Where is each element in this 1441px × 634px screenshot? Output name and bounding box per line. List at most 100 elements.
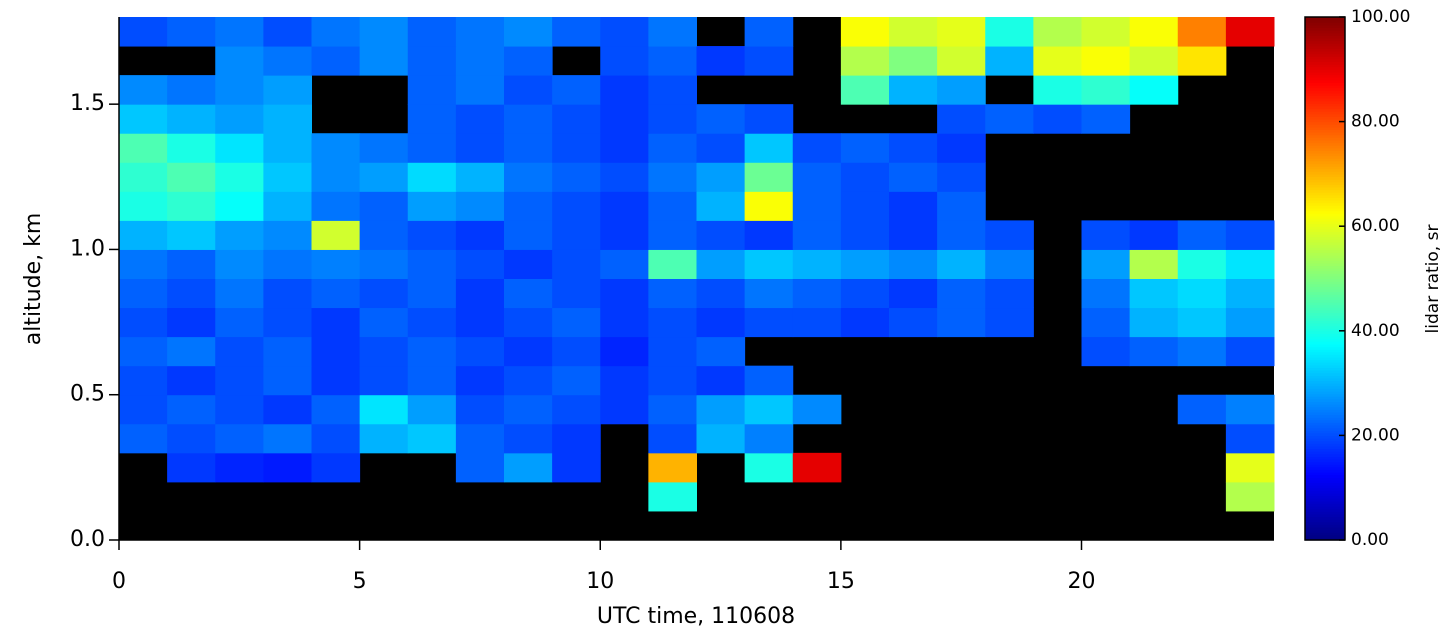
colorbar-swatch [1305,77,1345,81]
colorbar-swatch [1305,461,1345,465]
colorbar-swatch [1305,341,1345,345]
colorbar-swatch [1305,132,1345,136]
colorbar-swatch [1305,239,1345,243]
colorbar-swatch [1305,273,1345,277]
heatmap-cell [263,278,312,309]
heatmap-cell [455,162,505,192]
y-axis-label: altitude, km [21,213,46,346]
heatmap-cell [648,133,697,163]
heatmap-cell [600,394,649,425]
colorbar-swatch [1305,100,1345,104]
colorbar-swatch [1305,48,1345,52]
colorbar-swatch [1305,534,1345,538]
colorbar-swatch [1305,367,1345,371]
colorbar-swatch [1305,317,1345,321]
colorbar-swatch [1305,430,1345,434]
colorbar-swatch [1305,192,1345,196]
heatmap-cell [937,278,986,309]
colorbar-swatch [1305,445,1345,450]
heatmap-cell [840,278,890,309]
colorbar-swatch [1305,145,1345,149]
colorbar-swatch [1305,291,1345,295]
heatmap-cell [455,307,505,338]
heatmap-cell [889,162,938,192]
x-tick-label: 5 [353,569,367,594]
colorbar-swatch [1305,354,1345,358]
colorbar-swatch [1305,472,1345,476]
heatmap-cell [167,423,216,454]
colorbar-swatch [1305,302,1345,306]
heatmap-cell [840,46,890,76]
heatmap-cell [504,162,553,192]
heatmap-cell [1081,278,1131,309]
heatmap-cell [263,365,312,396]
heatmap-cell [167,220,216,250]
heatmap-cell [407,394,457,425]
colorbar-swatch [1305,168,1345,172]
heatmap-cell [744,249,794,279]
heatmap-cell [167,17,216,47]
colorbar-swatch [1305,223,1345,227]
colorbar-swatch [1305,226,1345,230]
colorbar-tick-label: 20.00 [1351,425,1400,445]
heatmap-cell [407,104,457,134]
heatmap-cell [167,307,216,338]
y-tick-label: 0.5 [70,382,105,407]
colorbar-swatch [1305,215,1345,219]
heatmap-cell [985,17,1034,47]
colorbar-swatch [1305,458,1345,463]
heatmap-cell [600,220,649,250]
heatmap-cell [600,104,649,134]
heatmap-cell [600,249,649,279]
heatmap-cell [1177,220,1227,250]
colorbar-tick-label: 0.00 [1351,530,1389,550]
heatmap-cell [600,133,649,163]
colorbar-swatch [1305,213,1345,217]
heatmap-cell [648,423,697,454]
colorbar-swatch [1305,388,1345,392]
heatmap-cell [1177,307,1227,338]
heatmap-cell [407,307,457,338]
colorbar-swatch [1305,173,1345,178]
heatmap-cell [455,365,505,396]
heatmap-cell [1225,278,1275,309]
colorbar-swatch [1305,500,1345,504]
heatmap-cell [744,46,794,76]
heatmap-cell [1177,46,1227,76]
heatmap-cell [311,162,361,192]
colorbar-swatch [1305,171,1345,175]
colorbar-swatch [1305,383,1345,387]
heatmap-cell [696,307,746,338]
colorbar-swatch [1305,440,1345,444]
colorbar-swatch [1305,320,1345,324]
heatmap-cell [119,75,168,105]
heatmap-cell [119,220,168,250]
heatmap-cell [1081,249,1131,279]
heatmap-cell [1177,17,1227,47]
colorbar-swatch [1305,325,1345,329]
colorbar-swatch [1305,377,1345,382]
x-tick-label: 10 [586,569,614,594]
heatmap-cell [696,191,746,221]
heatmap-cell [504,278,553,309]
colorbar-swatch [1305,288,1345,293]
colorbar-swatch [1305,69,1345,73]
heatmap-cell [744,17,794,47]
heatmap-cell [311,46,361,76]
heatmap-cell [1129,17,1179,47]
heatmap-cell [889,191,938,221]
colorbar-swatch [1305,24,1345,29]
heatmap-cell [119,365,168,396]
heatmap-cell [696,46,746,76]
colorbar-swatch [1305,98,1345,102]
colorbar-swatch [1305,218,1345,222]
heatmap-cell [119,133,168,163]
heatmap-cell [552,452,601,483]
heatmap-cell [119,104,168,134]
colorbar-swatch [1305,330,1345,335]
colorbar-swatch [1305,121,1345,125]
colorbar-swatch [1305,220,1345,225]
heatmap-cell [792,394,842,425]
colorbar-swatch [1305,406,1345,410]
heatmap-cell [167,452,216,483]
